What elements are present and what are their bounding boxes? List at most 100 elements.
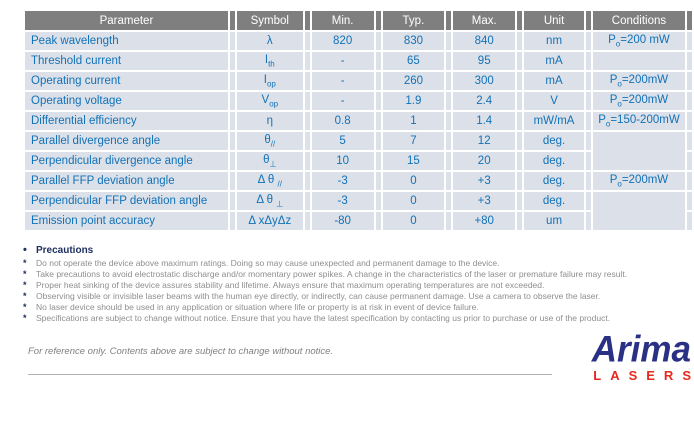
column-divider	[517, 172, 523, 190]
asterisk-bullet-icon: *	[23, 290, 27, 301]
column-divider	[517, 52, 523, 70]
column-divider	[517, 112, 523, 130]
precautions-title: • Precautions	[23, 244, 691, 257]
cell-unit: mA	[524, 72, 584, 90]
precaution-item: * Specifications are subject to change wi…	[23, 313, 691, 324]
cell-typ: 15	[382, 152, 445, 170]
cell-unit: nm	[524, 32, 584, 50]
column-divider	[375, 112, 381, 130]
cell-max: 1.4	[453, 112, 516, 130]
cell-unit: deg.	[524, 192, 584, 210]
precaution-item: * No laser device should be used in any a…	[23, 302, 691, 313]
col-header-parameter: Parameter	[25, 11, 228, 30]
cell-max: 95	[453, 52, 516, 70]
cell-typ: 0	[382, 172, 445, 190]
column-divider	[375, 72, 381, 90]
table-row: Operating voltage Vop -1.9 2.4 V Po=200mW	[25, 92, 692, 110]
cell-parameter: Parallel FFP deviation angle	[25, 172, 228, 190]
cell-parameter: Parallel divergence angle	[25, 132, 228, 150]
cell-conditions: Po=200mW	[592, 172, 685, 190]
column-divider	[586, 152, 591, 170]
precaution-item: * Proper heat sinking of the device assur…	[23, 280, 691, 291]
table-row: Differential efficiency η 0.8 1 1.4 mW/mA Po=1…	[25, 112, 692, 130]
column-divider	[586, 72, 591, 90]
cell-min: 10	[311, 152, 374, 170]
bullet-icon: •	[23, 244, 27, 256]
column-divider	[304, 72, 310, 90]
column-divider	[229, 192, 235, 210]
cell-typ: 65	[382, 52, 445, 70]
cell-min: 820	[311, 32, 374, 50]
cell-symbol: λ	[236, 32, 303, 50]
column-divider	[686, 32, 692, 50]
spec-table-header-row: Parameter Symbol Min. Typ. Max. Unit Condition…	[25, 11, 692, 30]
cell-unit: V	[524, 92, 584, 110]
cell-conditions	[592, 132, 685, 170]
cell-min: -80	[311, 212, 374, 230]
column-divider	[586, 192, 591, 210]
column-divider	[586, 172, 591, 190]
cell-typ: 830	[382, 32, 445, 50]
column-divider	[375, 212, 381, 230]
column-divider	[517, 92, 523, 110]
column-divider	[517, 11, 523, 30]
column-divider	[229, 32, 235, 50]
column-divider	[446, 72, 452, 90]
spec-table: Parameter Symbol Min. Typ. Max. Unit Condition…	[23, 9, 694, 232]
precaution-text: No laser device should be used in any ap…	[36, 301, 479, 312]
cell-min: -	[311, 92, 374, 110]
column-divider	[375, 192, 381, 210]
column-divider	[304, 192, 310, 210]
column-divider	[517, 132, 523, 150]
column-divider	[517, 212, 523, 230]
cell-max: +80	[453, 212, 516, 230]
precaution-item: * Take precautions to avoid electrostatic…	[23, 269, 691, 280]
column-divider	[686, 92, 692, 110]
column-divider	[586, 132, 591, 150]
column-divider	[375, 32, 381, 50]
cell-conditions: Po=150-200mW	[592, 112, 685, 130]
asterisk-bullet-icon: *	[23, 301, 27, 312]
cell-conditions: Po=200mW	[592, 72, 685, 90]
cell-symbol: Δ θ //	[236, 172, 303, 190]
precautions-list: * Do not operate the device above maximum…	[23, 258, 691, 323]
cell-parameter: Perpendicular divergence angle	[25, 152, 228, 170]
reference-note: For reference only. Contents above are s…	[28, 346, 334, 357]
column-divider	[229, 112, 235, 130]
cell-typ: 1	[382, 112, 445, 130]
cell-max: 840	[453, 32, 516, 50]
column-divider	[304, 132, 310, 150]
cell-symbol: Iop	[236, 72, 303, 90]
precaution-item: * Observing visible or invisible laser be…	[23, 291, 691, 302]
column-divider	[375, 52, 381, 70]
precaution-text: Take precautions to avoid electrostatic …	[36, 268, 628, 279]
cell-unit: mW/mA	[524, 112, 584, 130]
column-divider	[686, 172, 692, 190]
cell-parameter: Differential efficiency	[25, 112, 228, 130]
column-divider	[229, 72, 235, 90]
column-divider	[686, 192, 692, 210]
col-header-max: Max.	[453, 11, 516, 30]
cell-parameter: Operating current	[25, 72, 228, 90]
cell-symbol: Vop	[236, 92, 303, 110]
column-divider	[375, 172, 381, 190]
cell-conditions: Po=200mW	[592, 92, 685, 110]
cell-max: +3	[453, 192, 516, 210]
arima-lasers-logo: Arima LASERS	[556, 330, 694, 383]
cell-symbol: θ//	[236, 132, 303, 150]
cell-conditions: Po=200 mW	[592, 32, 685, 50]
column-divider	[304, 172, 310, 190]
column-divider	[375, 152, 381, 170]
column-divider	[586, 11, 591, 30]
column-divider	[446, 172, 452, 190]
table-row: Perpendicular FFP deviation angle Δ θ ⊥ -3…	[25, 192, 692, 230]
column-divider	[304, 212, 310, 230]
col-header-conditions: Conditions	[592, 11, 685, 30]
column-divider	[229, 92, 235, 110]
column-divider	[686, 72, 692, 90]
cell-conditions	[592, 52, 685, 70]
column-divider	[229, 172, 235, 190]
column-divider	[304, 152, 310, 170]
logo-subtitle: LASERS	[593, 368, 694, 383]
